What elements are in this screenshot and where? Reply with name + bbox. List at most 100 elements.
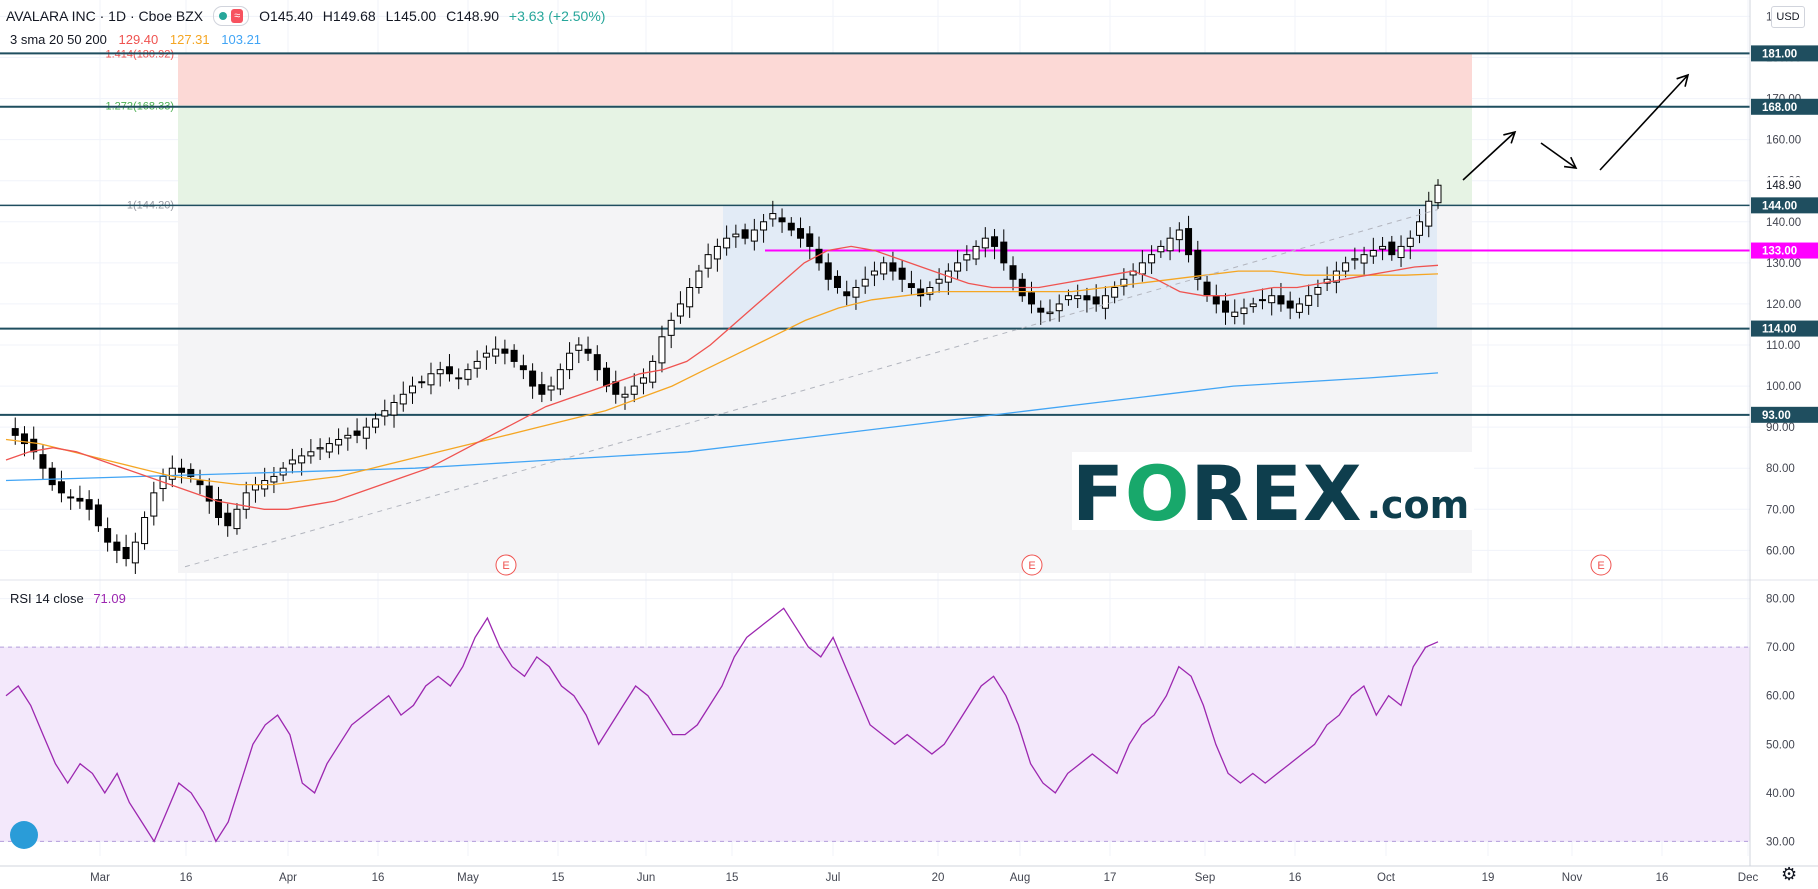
time-axis-tick: 19 [1482, 872, 1495, 884]
settings-gear-icon[interactable]: ⚙ [1781, 864, 1798, 884]
candle-body [898, 267, 906, 280]
rsi-legend[interactable]: RSI 14 close 71.09 [10, 591, 126, 606]
level-tag-label: 133.00 [1762, 246, 1797, 258]
candle-body [20, 433, 28, 445]
candle-body [639, 377, 647, 384]
candle-body [492, 348, 500, 357]
candle-body [1148, 254, 1156, 264]
level-tag [1751, 406, 1818, 423]
candle-body [972, 245, 980, 260]
candle-body [1360, 254, 1368, 264]
candle-body [353, 430, 361, 436]
candle-body [122, 546, 130, 560]
candle-body [399, 393, 407, 405]
candle-body [510, 349, 518, 362]
rsi-legend-value: 71.09 [93, 591, 126, 606]
time-axis-tick: 17 [1104, 872, 1117, 884]
candle-body [196, 480, 204, 486]
logo-text-o: O [1124, 449, 1191, 538]
candle-body [1277, 295, 1285, 305]
candle-body [168, 467, 176, 480]
change-value: +3.63 (+2.50%) [508, 8, 606, 24]
candle-body [1295, 303, 1303, 313]
candle-body [1416, 221, 1424, 236]
candle-body [501, 348, 509, 354]
candle-body [104, 528, 112, 543]
candle-body [538, 384, 546, 395]
level-tag-label: 168.00 [1762, 102, 1797, 114]
wave-icon: ≈ [231, 9, 244, 23]
candle-body [1258, 299, 1266, 302]
candle-body [824, 262, 832, 280]
time-axis-tick: 16 [372, 872, 385, 884]
candle-body [935, 278, 943, 284]
price-axis-tick: 140.00 [1766, 217, 1801, 229]
candle-body [464, 369, 472, 380]
candle-body [1120, 278, 1128, 287]
candle-body [981, 237, 989, 249]
candle-body [1434, 184, 1442, 204]
market-status-pill[interactable]: ≈ [213, 6, 250, 26]
candle-body [1037, 307, 1045, 313]
candle-body [1027, 292, 1035, 305]
candle-body [880, 262, 888, 275]
candle-body [455, 377, 463, 380]
time-axis-tick: Apr [279, 872, 297, 884]
price-axis-tick: 60.00 [1766, 545, 1795, 557]
projection-arrowhead [1676, 73, 1690, 87]
candle-body [547, 385, 555, 391]
candle-body [325, 443, 333, 453]
tradingview-logo-icon[interactable] [10, 821, 38, 849]
time-axis-tick: 20 [932, 872, 945, 884]
candle-body [85, 499, 93, 510]
candle-body [178, 467, 186, 473]
candle-body [1379, 245, 1387, 250]
projection-arrowhead [1563, 156, 1578, 169]
time-axis-tick: 16 [1289, 872, 1302, 884]
time-axis-tick: 16 [180, 872, 193, 884]
sma50-value: 127.31 [169, 32, 210, 47]
candle-body [1425, 200, 1433, 227]
rsi-band [0, 647, 1750, 842]
candle-body [187, 468, 195, 477]
candle-body [907, 283, 915, 288]
candle-body [695, 270, 703, 289]
symbol-title[interactable]: AVALARA INC · 1D · Cboe BZX [6, 8, 204, 24]
candle-body [1342, 262, 1350, 272]
fib-extension-red-zone [178, 53, 1472, 106]
candle-body [39, 454, 47, 469]
logo-text-com: .com [1366, 483, 1470, 527]
candle-body [889, 262, 897, 272]
sma50-line [5, 270, 1439, 486]
price-axis-tick: 70.00 [1766, 504, 1795, 516]
currency-badge[interactable]: USD [1771, 6, 1805, 28]
candle-body [1249, 303, 1257, 308]
market-open-dot-icon [219, 12, 228, 20]
rsi-axis-tick: 60.00 [1766, 691, 1795, 703]
candle-body [30, 438, 38, 453]
trend-dashed-line [184, 208, 1439, 568]
candle-body [1138, 262, 1146, 275]
time-axis-tick: Oct [1377, 872, 1396, 884]
price-axis-tick: 130.00 [1766, 258, 1801, 270]
candle-body [593, 354, 601, 371]
candle-body [667, 319, 675, 336]
candle-body [843, 291, 851, 297]
candle-body [1222, 300, 1230, 313]
rsi-axis-tick: 30.00 [1766, 836, 1795, 848]
time-axis-tick: Aug [1010, 872, 1030, 884]
projection-arrow [1599, 74, 1689, 171]
candle-body [1406, 237, 1414, 247]
candle-body [344, 434, 352, 439]
price-axis-tick: 100.00 [1766, 381, 1801, 393]
candle-body [1314, 287, 1322, 295]
candle-body [760, 221, 768, 231]
rsi-axis-tick: 50.00 [1766, 739, 1795, 751]
rsi-axis-tick: 40.00 [1766, 788, 1795, 800]
candle-body [833, 275, 841, 288]
sma-legend[interactable]: 3 sma 20 50 200 129.40 127.31 103.21 [10, 32, 269, 47]
ohlc-values: O145.40 H149.68 L145.00 C148.90 +3.63 (+… [259, 8, 611, 24]
candle-body [473, 360, 481, 369]
candle-body [205, 485, 213, 502]
